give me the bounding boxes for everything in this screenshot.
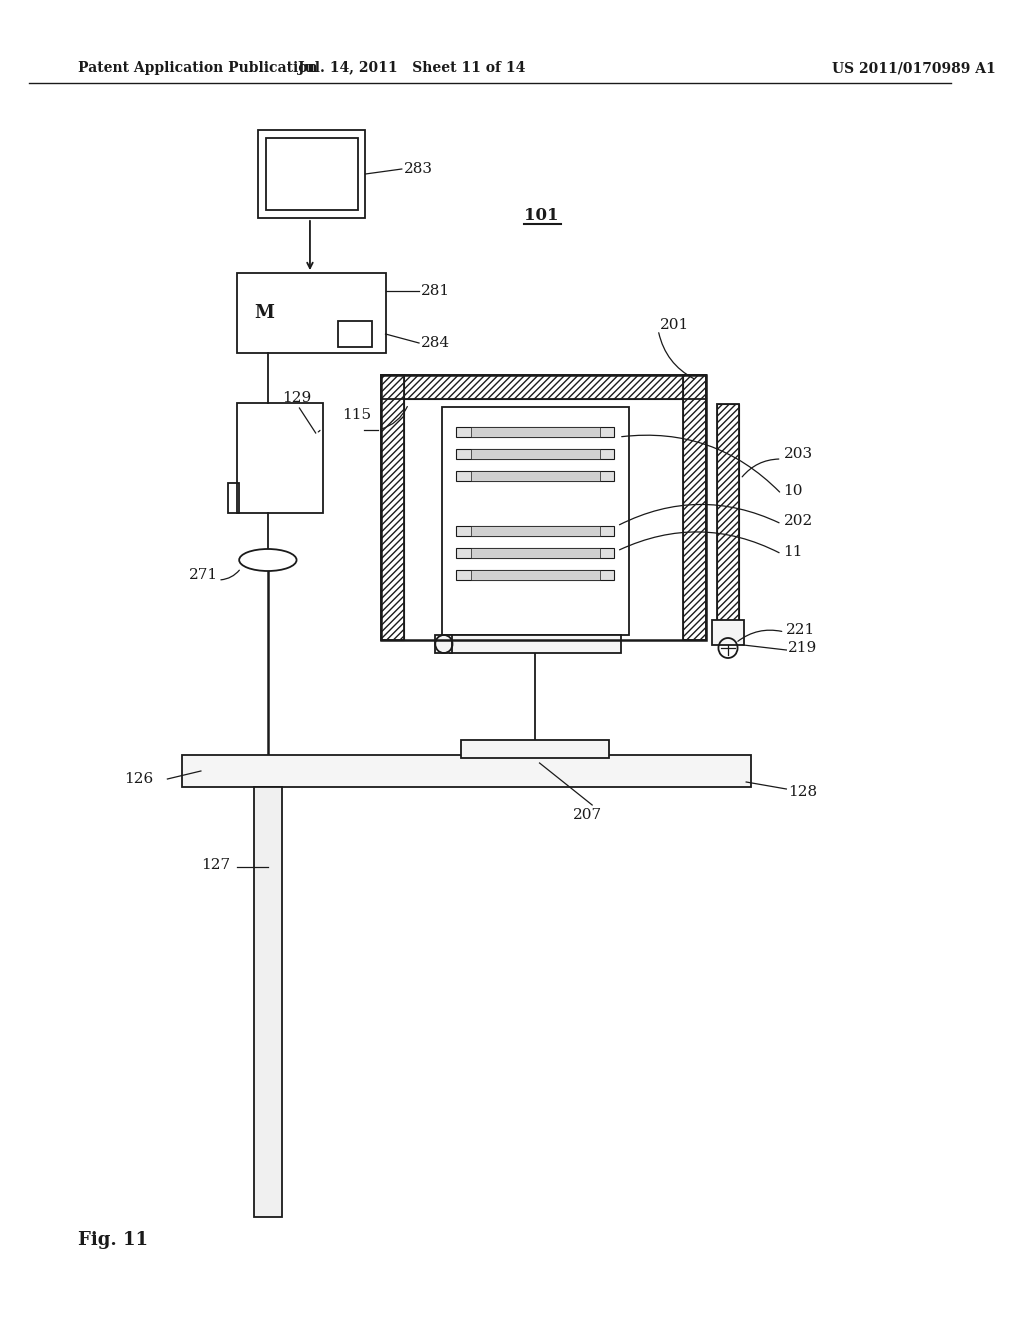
Text: Jul. 14, 2011   Sheet 11 of 14: Jul. 14, 2011 Sheet 11 of 14 [298, 61, 525, 75]
Text: 284: 284 [421, 337, 450, 350]
Bar [238, 273, 385, 352]
Text: 271: 271 [189, 568, 218, 582]
Bar [712, 620, 744, 645]
Bar [457, 471, 614, 480]
Text: 219: 219 [788, 642, 817, 655]
Text: M: M [254, 304, 274, 322]
Text: 128: 128 [788, 785, 817, 799]
Text: 281: 281 [421, 284, 450, 298]
Text: 201: 201 [660, 318, 689, 333]
Bar [471, 548, 600, 558]
Bar [381, 375, 403, 640]
Text: 10: 10 [783, 484, 803, 498]
Bar [258, 129, 366, 218]
Bar [457, 548, 614, 558]
Text: 11: 11 [783, 545, 803, 558]
Text: 101: 101 [524, 206, 559, 223]
Bar [381, 375, 706, 399]
Bar [227, 483, 240, 513]
Text: 115: 115 [342, 408, 372, 422]
Text: 207: 207 [573, 808, 602, 822]
Bar [381, 375, 706, 399]
Bar [254, 787, 283, 1217]
Bar [442, 407, 629, 635]
Text: 129: 129 [283, 391, 311, 405]
Text: 283: 283 [403, 162, 433, 176]
Bar [471, 525, 600, 536]
Bar [683, 375, 706, 640]
Text: US 2011/0170989 A1: US 2011/0170989 A1 [833, 61, 996, 75]
Bar [683, 375, 706, 640]
Bar [266, 139, 357, 210]
Bar [718, 404, 738, 640]
Bar [457, 449, 614, 459]
Bar [435, 635, 453, 653]
Text: Fig. 11: Fig. 11 [79, 1232, 148, 1249]
Bar [381, 375, 403, 640]
Bar [471, 570, 600, 579]
Bar [471, 426, 600, 437]
Bar [338, 321, 372, 347]
Ellipse shape [240, 549, 297, 572]
Text: 126: 126 [124, 772, 154, 785]
Text: 202: 202 [783, 513, 813, 528]
Bar [381, 375, 706, 640]
Bar [182, 755, 751, 787]
Text: 203: 203 [783, 447, 813, 461]
Text: Patent Application Publication: Patent Application Publication [79, 61, 318, 75]
Text: 221: 221 [786, 623, 815, 638]
Bar [457, 525, 614, 536]
Bar [471, 449, 600, 459]
Bar [450, 635, 621, 653]
Text: 127: 127 [201, 858, 230, 873]
Bar [461, 741, 609, 758]
Bar [238, 403, 324, 513]
Bar [457, 570, 614, 579]
Bar [718, 404, 738, 640]
Bar [471, 471, 600, 480]
Bar [457, 426, 614, 437]
